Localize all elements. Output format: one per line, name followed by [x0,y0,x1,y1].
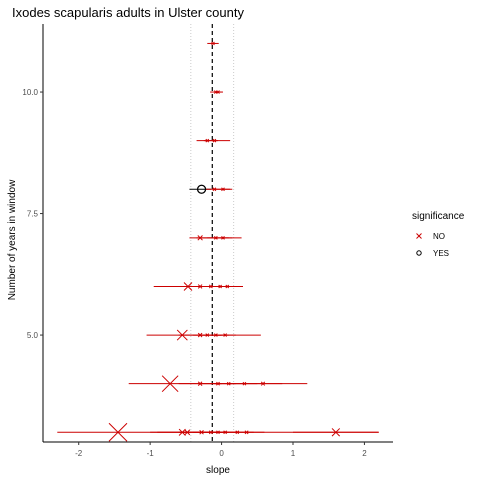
x-axis-label: slope [206,465,230,476]
confidence-intervals [57,42,379,433]
data-point [242,381,247,386]
data-point-stroke-b [244,430,249,435]
data-point [225,284,230,289]
legend-key-cross-stroke-b [416,233,422,239]
data-point-stroke-b [226,381,231,386]
data-point [208,284,213,289]
data-point [223,333,227,337]
data-point-stroke-b [184,429,191,436]
data-point [197,235,203,241]
legend-label-no: NO [433,232,445,241]
data-point-stroke-b [216,90,220,94]
data-point [205,333,210,337]
data-points [108,41,341,442]
data-point-stroke-b [223,333,227,337]
y-axis-label: Number of years in window [7,179,18,300]
legend-title: significance [412,211,465,222]
data-point [197,284,203,289]
legend-entry-yes: YES [416,249,449,258]
data-point-stroke-b [205,333,210,337]
data-point [183,282,193,291]
x-tick-label: -2 [75,449,83,458]
legend: significance NO YES [412,211,465,258]
data-point [226,381,231,386]
data-point-stroke-b [183,282,193,291]
data-point-stroke-b [176,329,188,341]
legend-key-circle [416,250,422,256]
data-point-stroke-b [235,430,240,435]
data-point [178,428,186,436]
data-point [223,430,227,435]
data-point [216,381,220,386]
data-point [212,138,217,143]
data-point [108,422,128,442]
data-point [212,187,217,192]
x-axis-ticks: -2 -1 0 1 2 [75,442,367,458]
data-point [199,430,204,435]
data-point [260,381,266,386]
data-point [244,430,249,435]
data-point-stroke-b [208,284,213,289]
data-point-stroke-b [214,236,218,240]
x-tick-label: -1 [147,449,155,458]
data-point [331,428,341,437]
legend-marker-cross-icon [416,233,422,239]
data-point-stroke-b [214,333,218,337]
data-point [197,332,203,338]
data-point-stroke-b [205,138,210,143]
data-point-stroke-b [216,381,220,386]
data-point-stroke-b [208,430,213,435]
legend-key-cross [416,233,422,239]
data-point [218,284,222,289]
legend-entry-no: NO [416,232,445,241]
data-point [235,430,240,435]
data-point-stroke-b [197,332,203,338]
y-tick-label: 7.5 [27,210,39,219]
data-point [208,430,213,435]
data-point-stroke-b [225,284,230,289]
x-tick-label: 0 [219,449,224,458]
y-axis-ticks: 5.0 7.5 10.0 [22,88,43,340]
legend-label-yes: YES [433,249,449,258]
data-point-stroke-b [223,430,227,435]
data-point [216,430,220,435]
data-point [184,429,191,436]
data-point-stroke-b [218,284,222,289]
data-point-significant [196,184,207,194]
data-point-stroke-b [211,41,215,46]
legend-marker-circle-icon [416,250,422,256]
data-point-stroke-b [212,187,217,192]
data-point-stroke-b [216,430,220,435]
data-point-stroke-b [178,428,186,436]
data-point-stroke-b [260,381,266,386]
data-point [211,41,215,46]
reference-lines [190,24,235,442]
data-point-stroke-b [199,430,204,435]
data-point-stroke-b [161,375,179,393]
chart-title: Ixodes scapularis adults in Ulster count… [12,5,244,20]
data-point-stroke-b [212,138,217,143]
data-point [197,381,203,386]
y-tick-label: 5.0 [27,331,39,340]
data-point-stroke-b [108,422,128,442]
data-point-stroke-b [197,381,203,386]
data-point [161,375,179,393]
data-point [221,236,225,240]
data-point [216,90,220,94]
data-point [205,138,210,143]
data-point [176,329,188,341]
data-point-stroke-b [242,381,247,386]
data-point-stroke-b [197,284,203,289]
y-tick-label: 10.0 [22,88,38,97]
x-tick-label: 2 [362,449,367,458]
data-point [214,236,218,240]
data-point [221,187,225,192]
data-point-stroke-b [331,428,341,437]
data-point-stroke-b [197,235,203,241]
data-point-stroke-b [221,236,225,240]
x-tick-label: 1 [291,449,296,458]
data-point-stroke-b [221,187,225,192]
data-point [214,333,218,337]
